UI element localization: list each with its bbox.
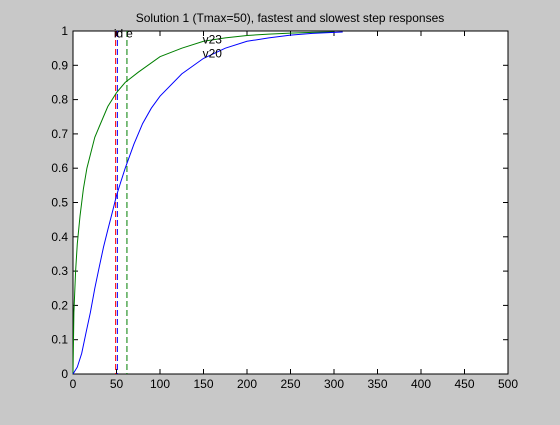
y-tick-label: 0.8 (51, 93, 68, 107)
chart-title: Solution 1 (Tmax=50), fastest and slowes… (136, 11, 445, 25)
x-tick-label: 500 (498, 377, 518, 391)
annotation-label: v20 (203, 46, 223, 60)
series-lines (72, 31, 343, 375)
y-tick-label: 0 (61, 367, 68, 381)
series-line-v23 (72, 31, 335, 375)
x-tick-label: 100 (150, 377, 170, 391)
x-tick-label: 50 (110, 377, 124, 391)
x-tick-label: 150 (193, 377, 213, 391)
threshold-lines (115, 31, 128, 374)
x-tick-label: 0 (70, 377, 77, 391)
y-tick-label: 0.7 (51, 127, 68, 141)
x-tick-label: 200 (237, 377, 257, 391)
annotation-label: v23 (203, 33, 223, 47)
x-tick-label: 250 (280, 377, 300, 391)
annotation-label: id (114, 26, 123, 40)
annotation-label: e (126, 26, 133, 40)
series-line-v20 (72, 31, 343, 375)
y-tick-label: 0.1 (51, 333, 68, 347)
y-tick-label: 0.5 (51, 196, 68, 210)
y-tick-label: 0.4 (51, 230, 68, 244)
plot-area (72, 30, 509, 375)
axis-ticks: 0 50 100 150 200 250 300 350 400 450 500 0 0.1 0.2 0.3… (51, 24, 518, 391)
y-tick-label: 0.6 (51, 161, 68, 175)
x-tick-label: 300 (324, 377, 344, 391)
x-tick-label: 400 (411, 377, 431, 391)
y-tick-label: 1 (61, 24, 68, 38)
y-tick-label: 0.2 (51, 298, 68, 312)
y-tick-label: 0.3 (51, 264, 68, 278)
x-tick-label: 450 (454, 377, 474, 391)
x-tick-label: 350 (367, 377, 387, 391)
y-tick-label: 0.9 (51, 58, 68, 72)
